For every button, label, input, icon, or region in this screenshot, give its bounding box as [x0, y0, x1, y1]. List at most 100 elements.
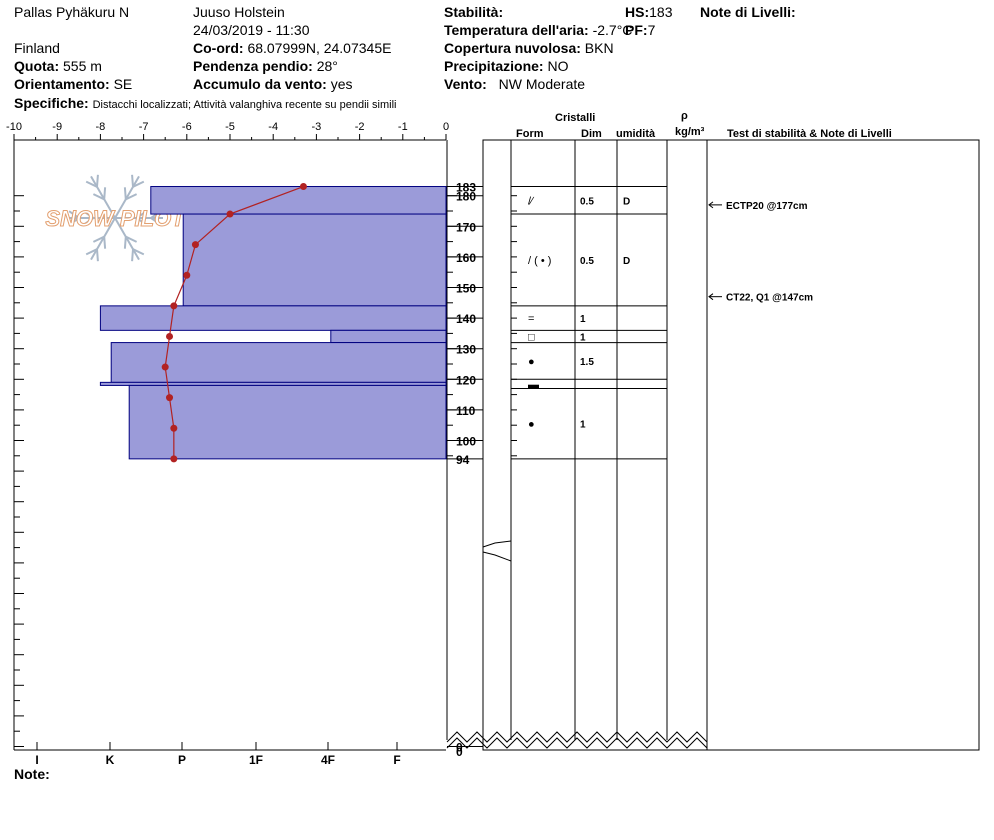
hardness-tick-label: K	[106, 753, 115, 767]
flake-branch	[68, 210, 80, 219]
height-zero-label: 0	[456, 745, 463, 759]
flake-branch	[123, 187, 127, 200]
coords: Co-ord: 68.07999N, 24.07345E	[193, 40, 391, 56]
flake-branch	[125, 193, 138, 201]
precip-label: Precipitazione:	[444, 58, 544, 74]
grain-size: 1.5	[580, 357, 594, 368]
flake-branch	[136, 210, 148, 219]
precip: Precipitazione: NO	[444, 58, 568, 74]
wind-value: NW Moderate	[498, 76, 586, 92]
grain-form: / ( • )	[528, 255, 551, 267]
slope: Pendenza pendio: 28°	[193, 58, 338, 74]
aspect: Orientamento: SE	[14, 76, 132, 92]
hardness-bar	[110, 342, 447, 383]
flake-branch	[82, 210, 94, 219]
hardness-tick-label: 4F	[321, 753, 335, 767]
temp-tick-label: -5	[225, 121, 235, 133]
precip-value: NO	[547, 58, 569, 74]
size-header: Dim	[581, 128, 602, 140]
grain-size: 0.5	[580, 196, 594, 207]
temperature-point	[299, 183, 307, 191]
grain-size: 0.5	[580, 256, 594, 267]
density-unit: kg/m³	[675, 126, 705, 138]
snowflake-icon	[67, 174, 163, 262]
zigzag-break	[446, 731, 708, 743]
sky-label: Copertura nuvolosa:	[444, 40, 581, 56]
flake-branch	[103, 187, 107, 200]
grain-size: 1	[580, 420, 586, 431]
flake-branch	[131, 174, 134, 187]
specifics-label: Specifiche:	[14, 95, 89, 111]
air-temp: Temperatura dell'aria: -2.7°C	[444, 22, 632, 38]
grain-size: 1	[580, 314, 586, 325]
coords-label: Co-ord:	[193, 40, 244, 56]
temp-tick-label: -8	[96, 121, 106, 133]
air-temp-label: Temperatura dell'aria:	[444, 22, 589, 38]
crystals-header: Cristalli	[555, 112, 596, 124]
hardness-tick-label: 1F	[249, 753, 263, 767]
temp-tick-label: -9	[52, 121, 62, 133]
flake-branch	[92, 193, 105, 201]
flake-arm	[90, 217, 116, 261]
temp-tick-label: -1	[398, 121, 408, 133]
temperature-point	[170, 424, 178, 432]
height-tick-label: 110	[456, 404, 476, 418]
datetime: 24/03/2019 - 11:30	[193, 22, 310, 38]
hardness-bar	[99, 305, 447, 331]
slope-value: 28°	[316, 58, 338, 74]
temp-tick-label: -2	[355, 121, 365, 133]
temp-tick-label: 0	[443, 121, 449, 133]
flake-branch	[85, 180, 98, 188]
flake-branch	[96, 249, 99, 262]
temperature-point	[226, 210, 234, 218]
flake-arm	[114, 217, 140, 261]
test-label: ECTP20 @177cm	[726, 201, 808, 212]
flake-arm	[90, 175, 116, 219]
pf: PF:7	[625, 22, 655, 38]
height-tick-label: 140	[456, 312, 476, 326]
temperature-point	[170, 302, 178, 310]
air-temp-value: -2.7°C	[592, 22, 633, 38]
zigzag-break	[446, 737, 708, 749]
hardness-tick-label: F	[393, 753, 400, 767]
hs-value: 183	[649, 4, 673, 20]
flake-branch	[85, 248, 98, 256]
height-tick-label: 150	[456, 282, 476, 296]
flake-branch	[82, 217, 94, 226]
flake-branch	[136, 217, 148, 226]
grain-form: ●	[528, 419, 535, 431]
notes-label: Note:	[14, 766, 50, 782]
specifics: Specifiche: Distacchi localizzati; Attiv…	[14, 95, 396, 113]
flake-branch	[68, 217, 80, 226]
hs: HS:183	[625, 4, 672, 20]
wind: Vento: NW Moderate	[444, 76, 585, 92]
hardness-bar	[330, 329, 447, 344]
height-tick-label: 94	[456, 453, 470, 467]
observer: Juuso Holstein	[193, 4, 285, 20]
hardness-tick-label: I	[35, 753, 38, 767]
boundary-connector	[482, 551, 512, 562]
hardness-bar	[182, 213, 447, 307]
grain-size: 1	[580, 332, 586, 343]
flake-branch	[103, 236, 107, 249]
moisture-header: umidità	[616, 128, 656, 140]
sky-value: BKN	[584, 40, 614, 56]
specifics-value: Distacchi localizzati; Attività valanghi…	[92, 99, 397, 111]
wind-loading: Accumulo da vento: yes	[193, 76, 352, 92]
height-tick-label: 120	[456, 373, 476, 387]
grain-moisture: D	[623, 256, 630, 267]
temperature-point	[161, 363, 169, 371]
wind-loading-label: Accumulo da vento:	[193, 76, 327, 92]
flake-branch	[132, 180, 145, 188]
test-arrow-head	[708, 293, 714, 301]
grain-moisture: D	[623, 196, 630, 207]
coords-value: 68.07999N, 24.07345E	[247, 40, 392, 56]
height-tick-label: 100	[456, 435, 476, 449]
height-tick-label: 183	[456, 181, 476, 195]
tests-header: Test di stabilità & Note di Livelli	[727, 128, 892, 140]
hardness-tick-label: P	[178, 753, 186, 767]
flake-branch	[92, 235, 105, 243]
flake-branch	[123, 236, 127, 249]
elevation-value: 555 m	[63, 58, 102, 74]
temp-tick-label: -7	[139, 121, 149, 133]
